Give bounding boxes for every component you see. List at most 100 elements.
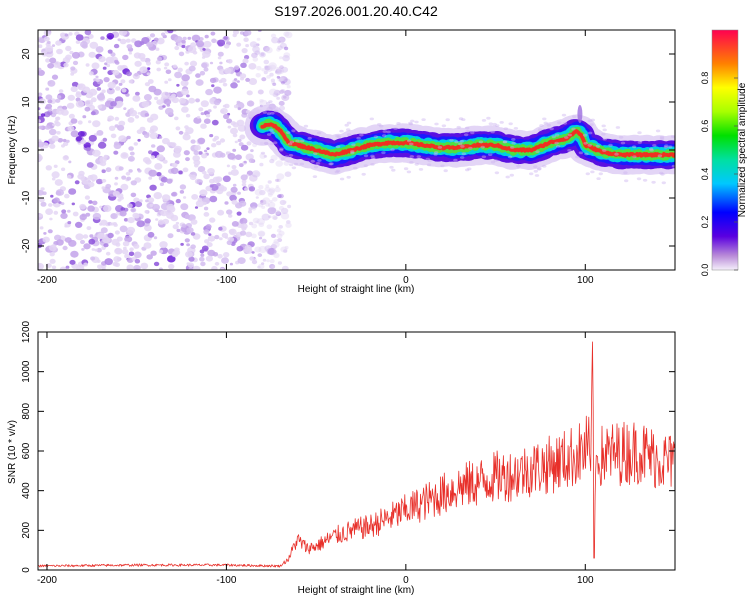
noise-speckle — [255, 50, 261, 54]
noise-speckle — [88, 200, 93, 204]
noise-speckle — [270, 233, 277, 238]
noise-speckle — [175, 221, 180, 225]
noise-speckle — [120, 183, 129, 191]
noise-speckle — [114, 116, 120, 121]
noise-speckle — [266, 247, 275, 255]
signal-scatter — [409, 142, 414, 146]
signal-scatter — [608, 143, 613, 147]
noise-speckle — [254, 171, 260, 176]
signal-scatter — [490, 130, 495, 134]
noise-speckle — [252, 217, 260, 224]
noise-speckle — [217, 56, 222, 60]
noise-speckle — [212, 176, 221, 183]
noise-speckle — [88, 120, 92, 124]
signal-scatter — [284, 155, 290, 159]
noise-speckle — [188, 267, 193, 270]
noise-speckle — [188, 65, 196, 72]
signal-scatter — [310, 159, 315, 163]
noise-speckle — [155, 47, 160, 51]
noise-speckle — [205, 255, 213, 262]
noise-speckle — [259, 51, 266, 58]
noise-speckle — [187, 36, 192, 40]
noise-speckle — [230, 127, 238, 135]
noise-speckle — [222, 82, 228, 87]
noise-speckle — [274, 68, 283, 75]
signal-scatter — [351, 143, 356, 147]
noise-speckle — [38, 262, 44, 270]
spectrogram-noise — [38, 30, 293, 270]
noise-speckle — [245, 77, 251, 82]
signal-scatter — [663, 145, 668, 149]
noise-speckle — [165, 209, 172, 215]
signal-scatter — [414, 162, 419, 166]
noise-speckle — [196, 115, 201, 119]
noise-speckle — [258, 231, 265, 237]
signal-scatter — [465, 126, 470, 130]
noise-speckle — [148, 176, 153, 180]
noise-speckle — [223, 113, 230, 120]
noise-speckle — [147, 79, 154, 84]
signal-scatter — [529, 172, 534, 176]
noise-speckle — [172, 64, 178, 69]
noise-speckle — [193, 117, 202, 124]
noise-speckle — [280, 81, 285, 85]
signal-scatter — [583, 133, 588, 137]
noise-speckle — [47, 99, 53, 104]
noise-speckle — [164, 80, 169, 84]
snr-ytick-label: 1000 — [21, 360, 32, 383]
noise-speckle — [209, 195, 218, 203]
signal-scatter — [572, 115, 577, 118]
noise-speckle — [162, 159, 168, 164]
snr-ytick-label: 0 — [21, 567, 32, 573]
noise-speckle — [271, 215, 278, 220]
noise-speckle — [95, 46, 104, 53]
noise-speckle — [56, 131, 61, 135]
signal-scatter — [303, 124, 309, 128]
colorbar-gradient — [712, 30, 738, 270]
noise-speckle — [211, 119, 219, 126]
noise-speckle — [99, 162, 103, 166]
signal-scatter — [583, 141, 588, 145]
signal-scatter — [567, 149, 572, 152]
noise-speckle — [207, 168, 215, 175]
noise-speckle — [114, 124, 119, 128]
noise-speckle — [279, 89, 285, 94]
noise-speckle — [264, 186, 271, 192]
noise-speckle — [228, 214, 233, 218]
signal-scatter — [648, 147, 654, 151]
noise-speckle — [195, 200, 205, 208]
noise-speckle — [123, 218, 129, 222]
signal-scatter — [382, 134, 387, 138]
colorbar-tick-label: 0.6 — [700, 120, 710, 133]
colorbar-tick-label: 0.8 — [700, 72, 710, 85]
noise-speckle — [215, 140, 222, 146]
noise-speckle — [84, 30, 92, 36]
noise-speckle — [118, 82, 123, 86]
noise-speckle — [278, 206, 285, 211]
noise-speckle — [71, 81, 79, 88]
noise-speckle — [120, 79, 126, 84]
noise-speckle — [239, 230, 247, 236]
noise-speckle — [70, 130, 79, 138]
noise-speckle — [96, 247, 102, 253]
noise-speckle — [277, 261, 282, 265]
noise-speckle — [171, 251, 179, 258]
noise-speckle — [256, 65, 262, 71]
noise-speckle — [70, 118, 78, 124]
signal-scatter — [598, 172, 603, 176]
noise-speckle — [43, 30, 52, 37]
noise-speckle — [178, 97, 187, 104]
signal-scatter — [379, 124, 384, 128]
signal-scatter — [632, 155, 637, 159]
signal-scatter — [637, 141, 642, 144]
signal-scatter — [329, 162, 334, 166]
signal-scatter — [316, 131, 322, 135]
noise-speckle — [167, 30, 174, 34]
noise-speckle — [198, 107, 204, 112]
noise-speckle — [80, 41, 88, 48]
noise-speckle — [155, 218, 159, 221]
noise-speckle — [114, 176, 119, 180]
noise-speckle — [273, 252, 280, 259]
signal-scatter — [542, 117, 547, 121]
